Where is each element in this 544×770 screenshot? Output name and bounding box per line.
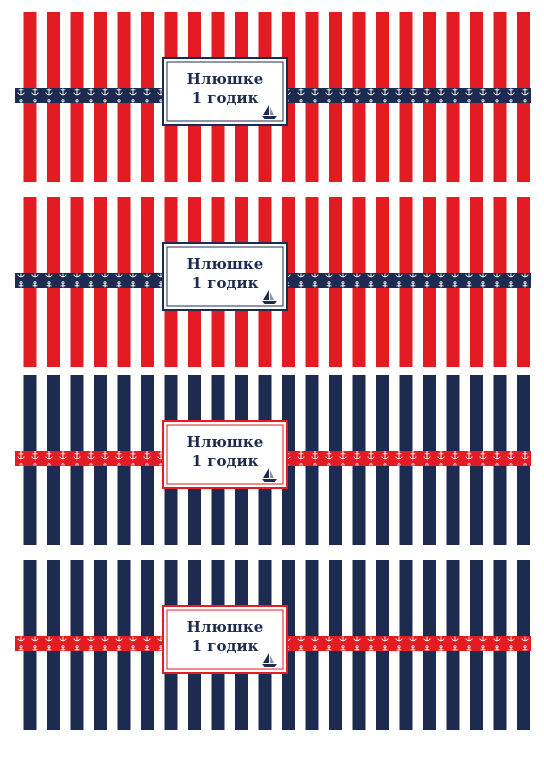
sail — [270, 292, 274, 300]
boat-icon — [262, 290, 277, 304]
sail — [270, 470, 274, 478]
label-inner-frame — [166, 424, 284, 485]
boat-icon — [262, 105, 277, 119]
label-line-1: Нлюшке — [187, 255, 264, 273]
label-line-2: 1 годик — [192, 274, 259, 292]
label-line-1: Нлюшке — [187, 618, 264, 636]
label-line-2: 1 годик — [192, 89, 259, 107]
boat-icon — [262, 468, 277, 482]
hull — [262, 664, 277, 667]
hull — [262, 116, 277, 119]
label-inner-frame — [166, 609, 284, 670]
sail — [270, 107, 274, 115]
hull — [262, 479, 277, 482]
sail — [263, 290, 269, 300]
label-line-2: 1 годик — [192, 452, 259, 470]
label-line-1: Нлюшке — [187, 433, 264, 451]
sail — [263, 653, 269, 663]
label-line-2: 1 годик — [192, 637, 259, 655]
boat-icon — [262, 653, 277, 667]
hull — [262, 301, 277, 304]
label-inner-frame — [166, 246, 284, 307]
sail — [270, 655, 274, 663]
sail — [263, 468, 269, 478]
label-inner-frame — [166, 61, 284, 122]
label-line-1: Нлюшке — [187, 70, 264, 88]
sail — [263, 105, 269, 115]
